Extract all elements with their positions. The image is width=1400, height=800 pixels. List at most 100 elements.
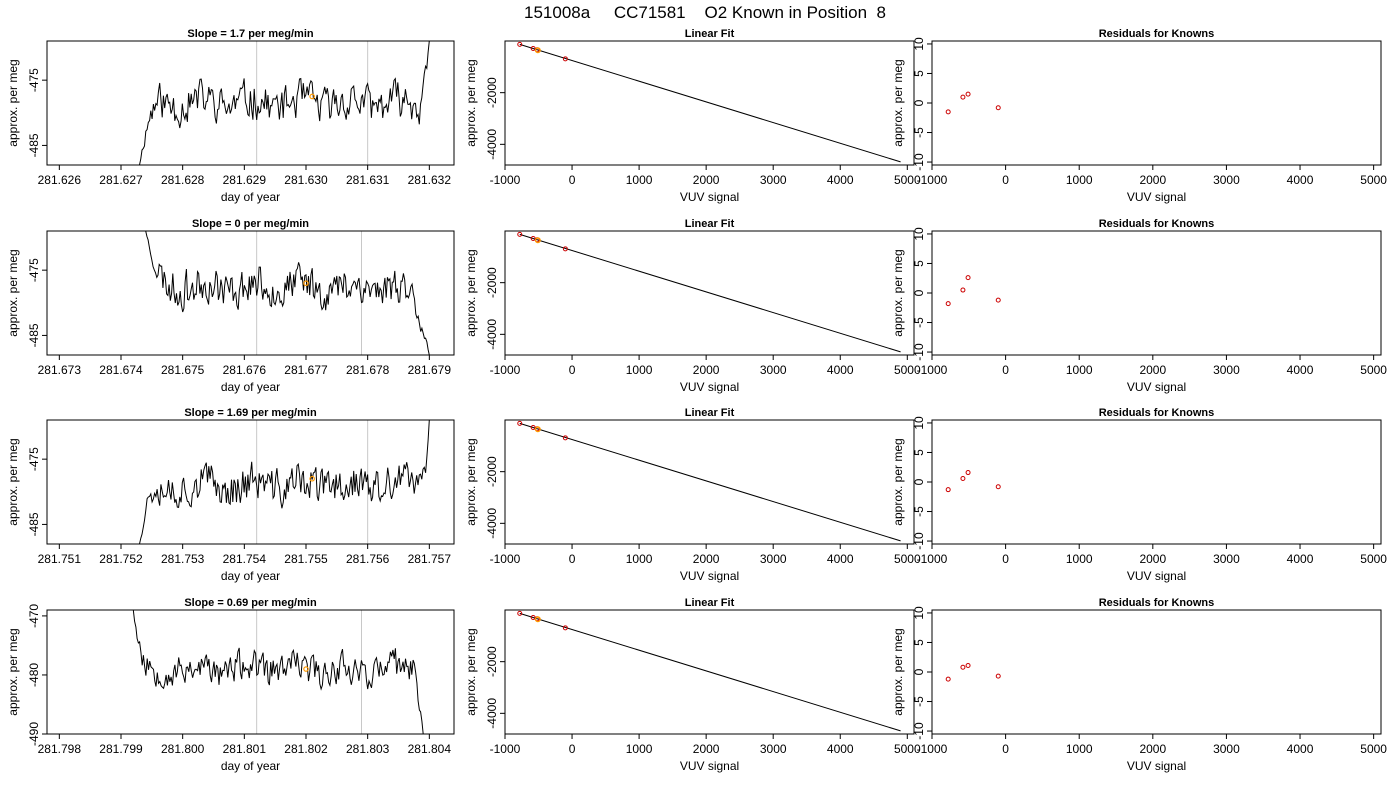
x-tick-label: 5000 [894,363,921,377]
fit-line [519,612,901,732]
y-axis: 10 5 0 -5 -10 [912,416,932,550]
y-tick-label: -5 [912,317,926,328]
highlight-point [534,616,541,623]
x-tick-label: 281.678 [346,363,390,377]
panels: Slope = 1.7 per meg/min 281.626 281.627 281… [6,28,1387,773]
x-tick-label: -1000 [917,552,948,566]
linear_fit-panel-row-2: Linear Fit -1000 0 1000 2000 3000 4000 5000 VUV … [464,218,921,394]
x-tick-label: 1000 [626,173,653,187]
x-tick-label: 0 [569,742,576,756]
panel-title: Slope = 0 per meg/min [192,218,309,230]
x-tick-label: 0 [1002,552,1009,566]
series-line [145,231,430,355]
y-tick-label: -480 [27,663,41,687]
y-axis-label: approx. per meg [891,438,905,525]
plot-data [945,275,1001,307]
x-tick-label: 0 [569,552,576,566]
x-tick-label: 4000 [827,552,854,566]
plot-data [945,470,1001,493]
x-tick-label: 281.757 [408,552,452,566]
x-tick-label: 3000 [1213,742,1240,756]
highlight-point [534,47,541,54]
highlight-marker [303,666,309,672]
y-axis: 10 5 0 -5 -10 [912,227,932,361]
x-tick-label: 4000 [1287,363,1314,377]
x-tick-label: -1000 [490,552,521,566]
residuals-panel-row-4: Residuals for Knowns -1000 0 1000 2000 3000 40… [891,597,1387,773]
x-tick-label: 4000 [827,363,854,377]
plot-frame [504,419,915,545]
residual-point [945,109,951,115]
plot-frame [931,419,1382,545]
y-axis: -2000 -4000 [485,267,505,350]
panel-title: Residuals for Knowns [1099,218,1215,230]
y-axis-label: approx. per meg [6,249,20,336]
panel-title: Slope = 0.69 per meg/min [184,597,317,609]
y-tick-label: -2000 [485,267,499,298]
x-tick-label: 281.800 [161,742,205,756]
x-tick-label: 2000 [1139,173,1166,187]
x-axis-label: VUV signal [680,190,739,204]
x-tick-label: 281.798 [38,742,82,756]
highlight-point [534,237,541,244]
x-tick-label: 2000 [693,742,720,756]
y-tick-label: -2000 [485,77,499,108]
x-tick-label: 3000 [760,363,787,377]
y-tick-label: 0 [912,99,926,106]
y-tick-label: -475 [27,68,41,92]
data-point [562,435,568,441]
y-tick-label: -485 [27,323,41,347]
x-tick-label: 1000 [1066,742,1093,756]
x-axis-label: day of year [221,190,280,204]
y-tick-label: 5 [912,639,926,646]
x-tick-label: 281.630 [284,173,328,187]
residuals-panel-row-2: Residuals for Knowns -1000 0 1000 2000 3000 40… [891,218,1387,394]
x-axis: -1000 0 1000 2000 3000 4000 5000 [490,165,921,187]
y-axis-label: approx. per meg [464,628,478,715]
x-tick-label: -1000 [490,173,521,187]
plot-data [132,610,424,734]
x-tick-label: 1000 [1066,363,1093,377]
plot-data [517,420,901,542]
x-tick-label: 3000 [1213,363,1240,377]
x-axis: -1000 0 1000 2000 3000 4000 5000 [490,544,921,566]
x-tick-label: 1000 [626,742,653,756]
x-axis: 281.626 281.627 281.628 281.629 281.630 281.6… [38,165,451,187]
y-axis-label: approx. per meg [464,249,478,336]
x-axis-label: VUV signal [680,569,739,583]
data-point [562,625,568,631]
x-tick-label: 281.802 [284,742,328,756]
y-tick-label: -10 [912,343,926,361]
y-tick-label: -10 [912,532,926,550]
y-tick-label: -475 [27,258,41,282]
x-tick-label: 5000 [1360,742,1387,756]
x-axis-label: VUV signal [1127,759,1186,773]
x-axis-label: day of year [221,569,280,583]
x-axis: 281.673 281.674 281.675 281.676 281.677 281.6… [38,355,451,377]
y-axis-label: approx. per meg [6,628,20,715]
plot-frame [504,230,915,356]
linear_fit-panel-row-4: Linear Fit -1000 0 1000 2000 3000 4000 5000 VUV … [464,597,921,773]
y-axis-label: approx. per meg [6,59,20,146]
plot-frame [46,40,455,166]
panel-title: Linear Fit [685,597,735,609]
x-tick-label: 1000 [1066,173,1093,187]
x-tick-label: 0 [569,173,576,187]
x-tick-label: 281.674 [99,363,143,377]
series-line [139,420,430,544]
timeseries-panel-row-2: Slope = 0 per meg/min 281.673 281.674 281.6… [6,218,455,394]
residual-point [945,487,951,493]
y-tick-label: 10 [912,227,926,241]
y-tick-label: 10 [912,37,926,51]
y-tick-label: 0 [912,478,926,485]
x-axis: -1000 0 1000 2000 3000 4000 5000 [490,355,921,377]
residual-point [960,287,966,293]
plot-data [517,610,901,732]
x-tick-label: 281.804 [408,742,452,756]
x-tick-label: 1000 [626,552,653,566]
plot-frame [46,609,455,735]
plot-frame [504,609,915,735]
y-tick-label: -10 [912,153,926,171]
panel-title: Slope = 1.7 per meg/min [187,28,314,40]
